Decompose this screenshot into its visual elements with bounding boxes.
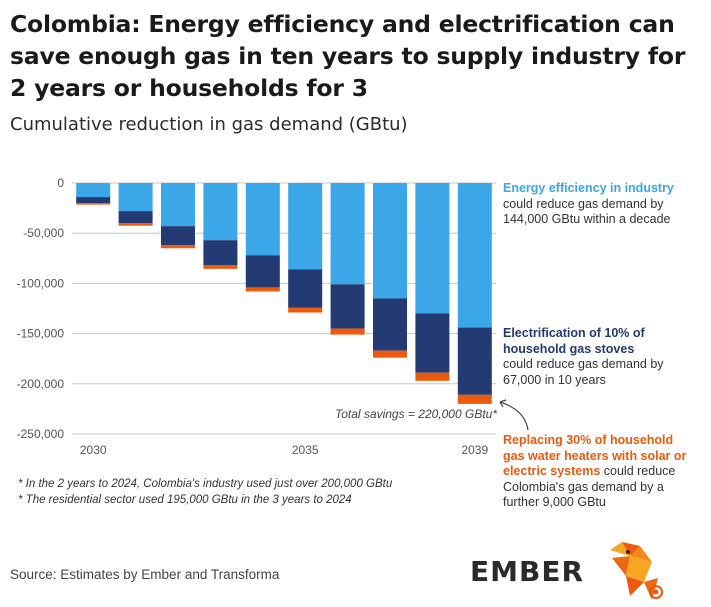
bar-segment (415, 313, 450, 373)
x-tick-label: 2035 (292, 443, 319, 457)
annotation-efficiency: Energy efficiency in industry could redu… (503, 181, 708, 228)
bar-segment (161, 226, 195, 246)
annotation-stoves-text: could reduce gas demand by 67,000 in 10 … (503, 357, 664, 387)
annotation-arrow (499, 401, 529, 431)
annotation-heaters-text: could reduce Colombia's gas demand by a … (503, 464, 676, 509)
bar-segment (118, 223, 153, 226)
source-note: Source: Estimates by Ember and Transform… (10, 567, 280, 582)
x-tick-label: 2030 (80, 443, 107, 457)
bar-segment (330, 183, 365, 285)
y-tick-label: -100,000 (17, 276, 65, 290)
annotation-efficiency-title: Energy efficiency in industry (503, 181, 674, 195)
annotation-stoves-title: Electrification of 10% of household gas … (503, 326, 645, 356)
bar-segment (76, 197, 111, 204)
annotation-stoves: Electrification of 10% of household gas … (503, 326, 683, 388)
bar-segment (330, 328, 365, 335)
chart-title: Colombia: Energy efficiency and electrif… (10, 10, 686, 102)
bar-segment (373, 183, 407, 299)
y-tick-label: -200,000 (17, 377, 65, 391)
y-tick-label: -250,000 (17, 427, 65, 441)
ember-bird-logo-icon (610, 542, 663, 600)
annotation-efficiency-text: could reduce gas demand by 144,000 GBtu … (503, 196, 671, 227)
y-tick-label: -150,000 (17, 327, 65, 341)
bar-segment (203, 183, 238, 241)
bar-segment (76, 183, 111, 198)
x-tick-label: 2039 (461, 443, 488, 457)
bar-segment (161, 245, 195, 249)
bar-segment (288, 307, 323, 313)
y-tick-label: 0 (57, 176, 64, 190)
bar-segment (118, 183, 153, 212)
annotation-heaters: Replacing 30% of household gas water hea… (503, 433, 688, 511)
stacked-bar-chart: 0 -50,000 -100,000 -150,000 -200,000 -250,000… (17, 176, 529, 457)
bar-segment (76, 203, 111, 205)
bar-segment (457, 327, 492, 395)
bar-segment (245, 183, 280, 256)
footnote-1: * In the 2 years to 2024, Colombia's ind… (18, 478, 393, 490)
ember-logo: EMBER (470, 555, 584, 588)
bar-segment (415, 183, 450, 314)
bar-segment (203, 265, 238, 269)
bar-segment (203, 240, 238, 266)
bar-segment (457, 394, 492, 404)
bar-segment (288, 183, 323, 270)
bar-segment (245, 287, 280, 292)
chart-subtitle: Cumulative reduction in gas demand (GBtu… (10, 114, 408, 135)
annotation-heaters-title: Replacing 30% of household gas water hea… (503, 433, 687, 478)
bar-segment (161, 183, 195, 227)
bar-segment (330, 284, 365, 329)
footnote-2: * The residential sector used 195,000 GB… (18, 493, 352, 506)
total-savings-label: Total savings = 220,000 GBtu* (335, 407, 497, 421)
footnotes: * In the 2 years to 2024, Colombia's ind… (18, 477, 392, 508)
ember-logo-text: EMBER (470, 555, 585, 588)
bar-segment (245, 255, 280, 288)
bar-segment (373, 298, 407, 351)
annotation-arrowhead (499, 399, 507, 408)
bar-segment (373, 350, 407, 358)
bar-segment (118, 211, 153, 224)
bar-segment (288, 269, 323, 308)
y-tick-label: -50,000 (23, 226, 64, 240)
bar-segment (415, 372, 450, 381)
bar-segment (457, 183, 492, 328)
